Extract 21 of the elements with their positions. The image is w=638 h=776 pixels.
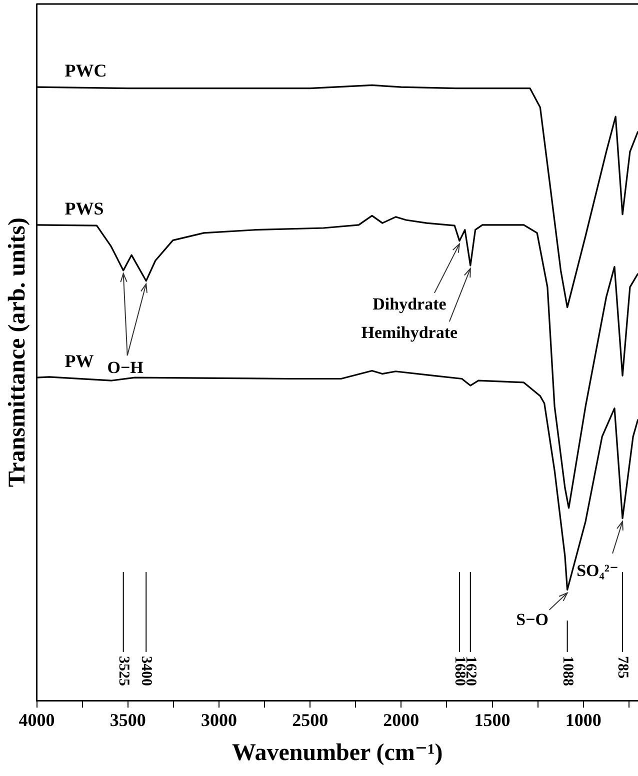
x-tick-label: 3000 <box>200 710 237 730</box>
y-axis-title: Transmittance (arb. units) <box>4 218 31 488</box>
annotation: SO₄²⁻ <box>576 560 618 580</box>
x-tick-label: 1000 <box>565 710 602 730</box>
annotation: S−O <box>516 610 548 630</box>
x-axis-title: Wavenumber (cm⁻¹) <box>232 740 443 766</box>
series-label: PWC <box>64 60 107 81</box>
series-label: PW <box>64 351 94 372</box>
ref-line-label: 3400 <box>138 656 154 686</box>
series-label: PWS <box>64 198 104 219</box>
x-tick-label: 1500 <box>474 710 510 730</box>
ref-line-label: 785 <box>614 656 631 678</box>
x-tick-label: 2000 <box>383 710 420 730</box>
ref-line-label: 3525 <box>115 656 132 686</box>
annotation: Dihydrate <box>372 294 447 314</box>
ref-line-label: 1088 <box>559 656 576 686</box>
x-tick-label: 3500 <box>110 710 146 730</box>
x-tick-label: 4000 <box>18 710 55 730</box>
x-tick-label: 2500 <box>292 710 328 730</box>
annotation: O−H <box>107 358 144 377</box>
annotation: Hemihydrate <box>361 322 458 342</box>
